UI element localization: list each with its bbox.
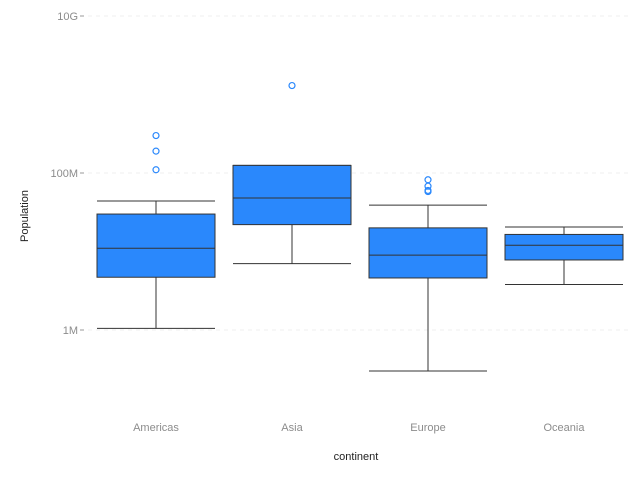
box-europe <box>368 176 488 372</box>
grid-layer <box>88 15 632 331</box>
y-tick-label-10G: 10G <box>57 11 78 23</box>
outlier-americas-0 <box>152 166 160 174</box>
y-tick-label-1M: 1M <box>63 325 78 337</box>
outlier-americas-2 <box>152 131 160 140</box>
x-tick-label-oceania: Oceania <box>544 422 586 434</box>
iqr-box-asia <box>232 164 352 226</box>
y-tick-label-100M: 100M <box>50 168 78 180</box>
x-tick-label-europe: Europe <box>410 422 445 434</box>
outlier-americas-1 <box>152 147 160 155</box>
outlier-europe-1 <box>424 186 432 195</box>
outlier-asia-0 <box>288 81 296 90</box>
y-axis: 1M 100M 10G <box>50 11 84 337</box>
box-americas <box>96 131 216 329</box>
x-tick-label-americas: Americas <box>133 422 179 434</box>
iqr-box-americas <box>96 213 216 278</box>
box-oceania <box>504 226 624 285</box>
plot-area <box>96 81 624 372</box>
iqr-box-europe <box>368 227 488 279</box>
x-axis: Americas Asia Europe Oceania <box>133 422 585 434</box>
iqr-box-oceania <box>504 233 624 261</box>
y-axis-title: Population <box>19 190 31 242</box>
outlier-europe-3 <box>424 176 432 184</box>
x-axis-title: continent <box>334 451 379 463</box>
box-asia <box>232 81 352 265</box>
x-tick-label-asia: Asia <box>281 422 303 434</box>
